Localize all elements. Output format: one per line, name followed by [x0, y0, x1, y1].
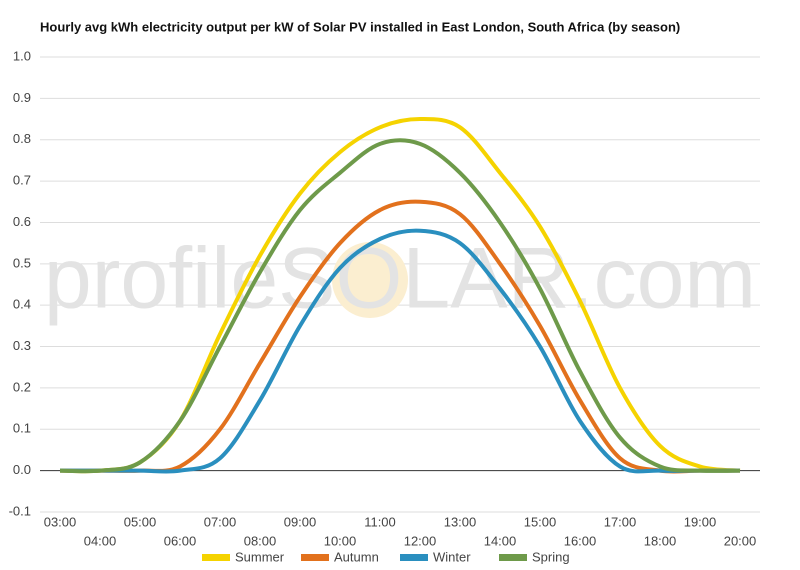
x-tick-label: 07:00 [204, 514, 237, 529]
x-tick-label: 16:00 [564, 533, 597, 548]
x-tick-label: 11:00 [364, 514, 396, 529]
legend-swatch [301, 554, 329, 561]
y-tick-label: 0.1 [13, 421, 31, 436]
x-tick-label: 06:00 [164, 533, 197, 548]
legend-label: Autumn [334, 549, 379, 564]
y-tick-label: 0.3 [13, 338, 31, 353]
y-tick-label: -0.1 [9, 503, 31, 518]
watermark-sun [332, 242, 408, 318]
legend-swatch [202, 554, 230, 561]
series-line [59, 138, 741, 474]
y-tick-label: 0.0 [13, 462, 31, 477]
x-tick-label: 03:00 [44, 514, 77, 529]
y-tick-label: 0.2 [13, 379, 31, 394]
x-tick-label: 14:00 [484, 533, 517, 548]
y-tick-label: 0.7 [13, 173, 31, 188]
series-line [59, 199, 740, 474]
x-tick-label: 05:00 [124, 514, 157, 529]
x-tick-label: 13:00 [444, 514, 477, 529]
y-tick-label: 1.0 [13, 48, 31, 63]
x-tick-label: 08:00 [244, 533, 277, 548]
watermark: profileSOLAR.com [44, 231, 756, 327]
legend-label: Summer [235, 549, 285, 564]
y-tick-label: 0.4 [13, 297, 31, 312]
x-tick-label: 18:00 [644, 533, 677, 548]
x-tick-label: 09:00 [284, 514, 317, 529]
x-tick-label: 17:00 [604, 514, 637, 529]
x-tick-label: 12:00 [404, 533, 437, 548]
y-tick-label: 0.9 [13, 90, 31, 105]
legend-swatch [499, 554, 527, 561]
x-tick-label: 20:00 [724, 533, 757, 548]
y-tick-label: 0.8 [13, 131, 31, 146]
legend-swatch [400, 554, 428, 561]
legend-label: Spring [532, 549, 570, 564]
y-tick-label: 0.5 [13, 255, 31, 270]
y-tick-label: 0.6 [13, 214, 31, 229]
x-tick-label: 10:00 [324, 533, 357, 548]
legend-label: Winter [433, 549, 471, 564]
x-tick-label: 04:00 [84, 533, 117, 548]
chart-title: Hourly avg kWh electricity output per kW… [40, 19, 680, 34]
x-tick-label: 15:00 [524, 514, 557, 529]
x-tick-label: 19:00 [684, 514, 717, 529]
series-line [59, 228, 740, 474]
